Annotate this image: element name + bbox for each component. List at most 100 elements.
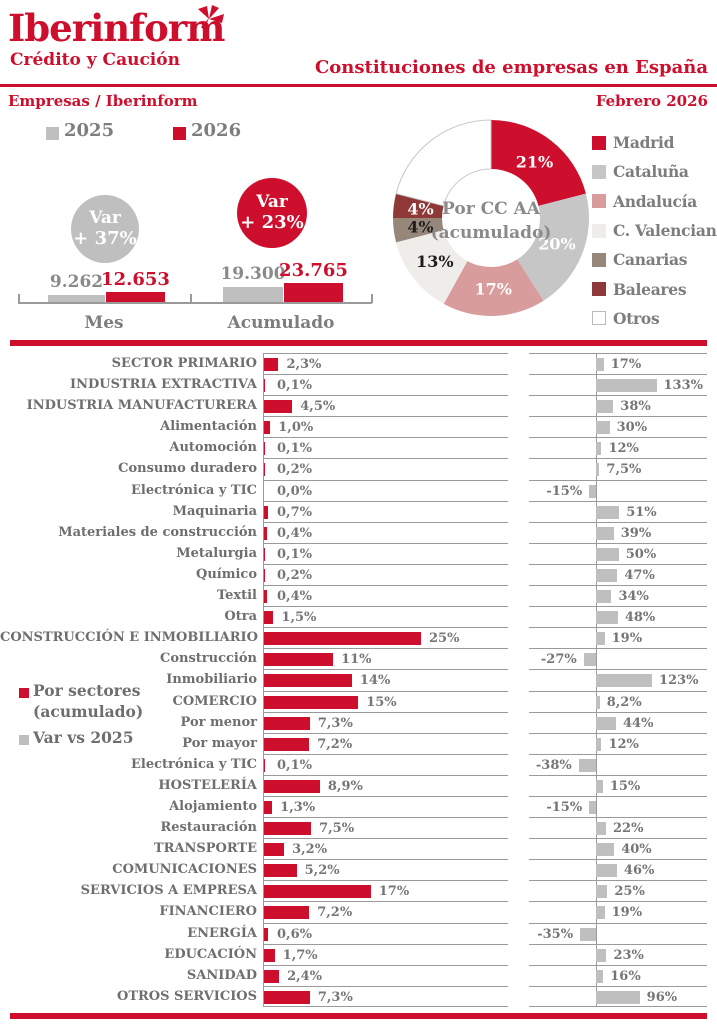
ccaa-donut-chart: 21% 20% 17% 13% 4%4%: [393, 119, 589, 316]
sector-label-comercio-16: COMERCIO: [172, 693, 257, 709]
sector-label-quimico-10: Químico: [196, 566, 257, 582]
var-cell-12: 48%: [529, 606, 707, 628]
ccaa-legend-label-canarias: Canarias: [613, 250, 688, 270]
share-cell-11: 0,4%: [263, 585, 508, 607]
var-value-industria-manufacturera: 38%: [620, 399, 651, 415]
share-cell-15: 14%: [263, 669, 508, 691]
totals-value-2026-mes: 12.653: [101, 269, 170, 291]
sector-label-inmobiliario-15: Inmobiliario: [166, 672, 257, 688]
share-cell-25: 17%: [263, 880, 508, 902]
share-bar-otra: [264, 611, 274, 625]
sector-label-alimentacion-3: Alimentación: [160, 419, 257, 435]
donut-slice-baleares: [393, 193, 444, 218]
share-cell-17: 7,3%: [263, 711, 508, 733]
share-cell-29: 2,4%: [263, 964, 508, 986]
var-value-energia: -35%: [537, 926, 574, 942]
gap: [508, 712, 529, 733]
sector-label-consumo-duradero-5: Consumo duradero: [118, 461, 257, 477]
sector-label-alojamiento-21: Alojamiento: [169, 798, 257, 814]
donut-slice-pct-madrid: 21%: [516, 152, 553, 171]
share-value-energia: 0,6%: [277, 926, 312, 942]
var-cell-3: 30%: [529, 416, 707, 438]
share-value-automocion: 0,1%: [277, 441, 312, 457]
axis-tick-2: [371, 294, 373, 303]
var-bar-servicios-a-empresa: [596, 885, 608, 899]
gap: [508, 901, 529, 922]
gap: [508, 458, 529, 479]
var-zero-axis: [596, 922, 597, 944]
share-bar-industria-extractiva: [264, 379, 265, 393]
ccaa-legend-item-baleares: Baleares: [592, 274, 717, 303]
share-bar-servicios-a-empresa: [264, 885, 371, 899]
var-bar-industria-manufacturera: [596, 400, 614, 414]
sectors-legend-swatch: [19, 688, 29, 698]
sector-label-maquinaria-7: Maquinaria: [172, 503, 257, 519]
gap: [508, 564, 529, 585]
var-cell-17: 44%: [529, 711, 707, 733]
var-cell-26: 19%: [529, 901, 707, 923]
share-bar-restauracion: [264, 822, 312, 836]
axis-baseline: [18, 302, 372, 304]
sector-label-automocion-4: Automoción: [169, 440, 257, 456]
share-bar-otros-servicios: [264, 990, 310, 1004]
var-cell-25: 25%: [529, 880, 707, 902]
ccaa-legend-label-c-valenciana: C. Valenciana: [613, 221, 717, 241]
share-cell-16: 15%: [263, 690, 508, 712]
sector-label-electronica-y-tic-6: Electrónica y TIC: [131, 482, 257, 498]
totals-bar-2026-acumulado: [284, 283, 343, 302]
donut-slice-pct-baleares: 4%: [407, 200, 433, 219]
var-bar-financiero: [596, 906, 605, 920]
var-cell-2: 38%: [529, 395, 707, 417]
share-cell-18: 7,2%: [263, 732, 508, 754]
var-bar-transporte: [596, 843, 615, 857]
share-value-industria-manufacturera: 4,5%: [300, 399, 336, 415]
gap: [508, 648, 529, 669]
share-value-sanidad: 2,4%: [287, 968, 323, 984]
var-legend-label: Var vs 2025: [33, 728, 134, 747]
var-bar-por-mayor: [596, 737, 602, 751]
var-bar-restauracion: [596, 822, 606, 836]
var-bar-educacion: [596, 948, 607, 962]
sector-label-restauracion-22: Restauración: [160, 820, 257, 836]
var-value-sector-primario: 17%: [610, 357, 642, 372]
share-cell-23: 3,2%: [263, 838, 508, 860]
share-value-alimentacion: 1,0%: [278, 420, 314, 436]
ccaa-legend-swatch-c-valenciana: [592, 223, 606, 238]
ccaa-legend-swatch-cataluna: [592, 164, 606, 179]
var-badge-acumulado: Var + 23%: [237, 178, 307, 248]
share-bar-metalurgia: [264, 547, 265, 561]
donut-slice-cataluna: [517, 193, 589, 301]
var-cell-14: -27%: [529, 648, 707, 670]
sector-label-hosteleria-20: HOSTELERÍA: [158, 777, 257, 793]
ccaa-legend-item-c-valenciana: C. Valenciana: [592, 216, 717, 245]
share-cell-8: 0,4%: [263, 521, 508, 543]
var-bar-automocion: [596, 442, 602, 456]
date-label: Febrero 2026: [595, 92, 708, 110]
totals-bar-2025-mes: [48, 294, 105, 302]
brand-bird-icon: [198, 5, 224, 30]
donut-center-line1: Por CC AA: [442, 199, 540, 219]
var-cell-8: 39%: [529, 521, 707, 543]
gap: [508, 437, 529, 458]
totals-bar-2026-mes: [106, 292, 165, 302]
share-bar-energia: [264, 927, 268, 941]
share-cell-10: 0,2%: [263, 563, 508, 586]
sector-label-educacion-28: EDUCACIÓN: [164, 946, 257, 962]
var-value-comercio: 8,2%: [606, 694, 642, 710]
var-bar-alimentacion: [596, 421, 610, 435]
legend-swatch-2026: [173, 127, 186, 140]
gap: [508, 859, 529, 880]
share-bar-sector-primario: [264, 358, 279, 371]
share-bar-sanidad: [264, 969, 280, 983]
donut-slice-canarias: [393, 218, 444, 243]
gap: [508, 986, 529, 1007]
share-value-por-menor: 7,3%: [317, 715, 353, 731]
var-bar-maquinaria: [596, 505, 620, 519]
var-bar-consumo-duradero: [596, 463, 600, 477]
share-cell-21: 1,3%: [263, 795, 508, 818]
var-bar-industria-extractiva: [596, 379, 657, 393]
gap: [508, 691, 529, 712]
var-legend-swatch: [19, 735, 29, 745]
share-value-alojamiento: 1,3%: [280, 799, 316, 815]
